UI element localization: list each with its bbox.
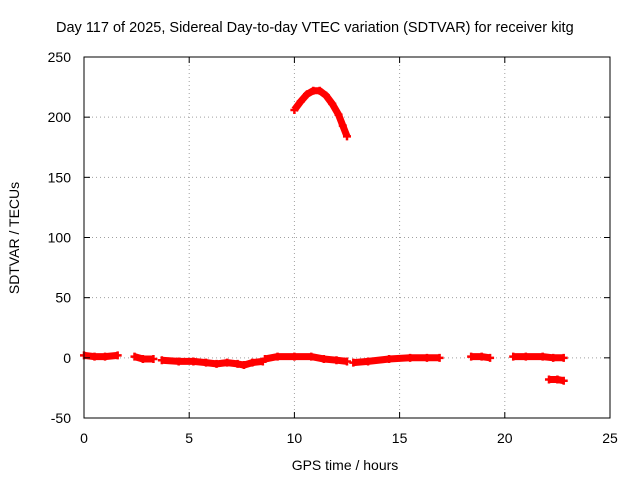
data-segment (291, 87, 351, 138)
data-point (101, 352, 110, 361)
data-point (549, 353, 558, 362)
data-point (223, 358, 232, 367)
data-point (338, 121, 347, 130)
data-point (435, 353, 444, 362)
x-tick-label: 20 (497, 430, 513, 446)
data-point (130, 352, 139, 361)
x-tick-label: 0 (80, 430, 88, 446)
data-point (349, 358, 358, 367)
x-tick-label: 10 (287, 430, 303, 446)
data-point (248, 358, 257, 367)
data-point (303, 90, 312, 99)
y-tick-label: 150 (48, 169, 72, 185)
data-point (212, 359, 221, 368)
data-point (321, 91, 330, 100)
y-tick-label: 200 (48, 109, 72, 125)
x-tick-label: 15 (392, 430, 408, 446)
data-point (174, 357, 183, 366)
data-point (467, 352, 476, 361)
chart-title: Day 117 of 2025, Sidereal Day-to-day VTE… (56, 20, 574, 36)
data-point (157, 356, 166, 365)
data-point (364, 357, 373, 366)
data-point (290, 352, 299, 361)
data-point (559, 353, 568, 362)
x-tick-label: 25 (602, 430, 618, 446)
data-point (307, 352, 316, 361)
data-point (486, 353, 495, 362)
data-point (509, 352, 518, 361)
data-point (559, 376, 568, 385)
x-tick-label: 5 (185, 430, 193, 446)
x-axis-label: GPS time / hours (292, 457, 399, 473)
data-point (113, 351, 122, 360)
data-point (343, 132, 351, 141)
data-point (239, 361, 248, 370)
y-tick-label: -50 (51, 410, 71, 426)
y-tick-label: 50 (55, 290, 71, 306)
data-point (521, 352, 530, 361)
y-axis-label: SDTVAR / TECUs (6, 182, 22, 294)
data-point (138, 355, 147, 364)
data-point (477, 352, 486, 361)
y-tick-label: 0 (63, 350, 71, 366)
data-point (319, 355, 328, 364)
y-tick-label: 100 (48, 230, 72, 246)
data-segment (83, 351, 119, 361)
data-point (90, 352, 99, 361)
data-point (315, 86, 324, 95)
data-point (296, 97, 305, 106)
data-point (406, 353, 415, 362)
data-point (332, 356, 341, 365)
data-point (202, 358, 211, 367)
data-point (260, 355, 269, 364)
data-point (544, 375, 553, 384)
data-point (328, 99, 337, 108)
data-point (273, 352, 282, 361)
data-point (149, 355, 158, 364)
data-point (334, 110, 343, 119)
data-series (80, 86, 568, 385)
data-point (290, 105, 299, 114)
axis-ticks: 0 5 10 15 20 25 -50 0 50 100 150 200 250 (48, 49, 618, 446)
data-point (538, 352, 547, 361)
data-point (422, 353, 431, 362)
data-point (385, 355, 394, 364)
data-segment (161, 356, 264, 369)
data-point (189, 357, 198, 366)
y-tick-label: 250 (48, 49, 72, 65)
